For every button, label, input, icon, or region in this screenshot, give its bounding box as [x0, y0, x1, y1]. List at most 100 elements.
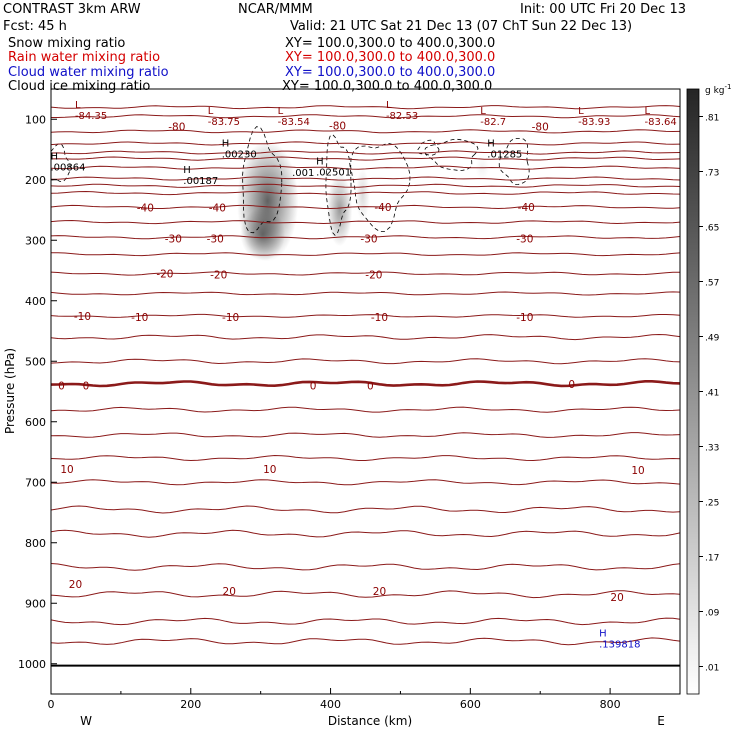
isoline	[51, 637, 680, 646]
extremum-value: -83.75	[208, 117, 240, 128]
init-time: Init: 00 UTC Fri 20 Dec 13	[520, 2, 686, 17]
contour-label: -30	[360, 233, 377, 245]
x-tick-label: 0	[48, 698, 55, 711]
colorbar-label: .49	[705, 334, 720, 344]
snow-cell	[327, 173, 353, 247]
field-cloudwater-name: Cloud water mixing ratio	[8, 65, 169, 80]
snow-cell	[355, 168, 370, 222]
extremum-value: .00187	[183, 176, 218, 187]
isoline	[51, 505, 680, 514]
cloud-ice-contour	[417, 139, 440, 156]
snow-cell	[240, 207, 286, 261]
y-tick-label: 1000	[18, 658, 46, 671]
extremum-value: -82.7	[480, 117, 506, 128]
contour-label: 0	[83, 380, 90, 392]
contour-label: 20	[610, 592, 623, 604]
colorbar-label: .57	[705, 279, 719, 289]
y-tick-label: 100	[25, 113, 46, 126]
contour-label: -10	[516, 312, 533, 324]
contour-label: -80	[168, 122, 185, 134]
extremum-mark: H	[183, 165, 191, 176]
y-tick-label: 500	[25, 355, 46, 368]
isoline	[51, 219, 680, 225]
isotherm-0	[51, 380, 680, 388]
contour-label: -40	[209, 203, 226, 215]
contour-label: 0	[310, 380, 317, 392]
contour-label: -20	[210, 270, 227, 282]
contour-label: -20	[365, 270, 382, 282]
isotherm--80	[51, 129, 680, 134]
cloud-ice-contour	[498, 138, 530, 186]
contour-label: 0	[58, 380, 65, 392]
colorbar	[686, 88, 700, 695]
isotherm-10	[51, 432, 680, 438]
extremum-mark: H	[487, 138, 495, 149]
extremum-value: -83.93	[578, 117, 610, 128]
isoline	[51, 105, 680, 110]
contour-label: -30	[516, 233, 533, 245]
extremum-value: -84.35	[75, 111, 107, 122]
x-tick-label: 200	[180, 698, 201, 711]
contour-label: -10	[74, 311, 91, 323]
field-cloudwater-xy: XY= 100.0,300.0 to 400.0,300.0	[285, 65, 496, 80]
colorbar-label: .73	[705, 169, 719, 179]
isoline	[51, 156, 680, 161]
isotherm-20	[51, 590, 680, 599]
extremum-mark: H	[50, 152, 58, 163]
contour-label: -20	[156, 269, 173, 281]
isotherm--50	[51, 176, 680, 181]
isoline	[51, 454, 680, 462]
y-tick-label: 900	[25, 597, 46, 610]
isotherm--10	[51, 313, 680, 318]
isoline	[51, 252, 680, 257]
isoline	[51, 358, 680, 365]
extremum-value: -82.53	[386, 111, 418, 122]
isoline	[51, 563, 680, 571]
contour-label: 10	[263, 464, 276, 476]
isoline	[51, 291, 680, 296]
contour-label: -40	[374, 202, 391, 214]
field-rain-xy: XY= 100.0,300.0 to 400.0,300.0	[285, 50, 496, 65]
east-label: E	[657, 714, 665, 728]
extremum-mark: L	[578, 106, 584, 117]
field-rain-name: Rain water mixing ratio	[8, 50, 161, 65]
isoline	[51, 479, 680, 486]
contour-label: -10	[131, 312, 148, 324]
x-axis-title: Distance (km)	[328, 714, 412, 728]
colorbar-label: .09	[705, 609, 720, 619]
extremum-mark: H	[599, 628, 607, 639]
contour-label: 10	[60, 464, 73, 476]
colorbar-label: .81	[705, 114, 719, 124]
y-tick-label: 600	[25, 416, 46, 429]
y-axis-title: Pressure (hPa)	[3, 348, 17, 434]
isotherm--70	[51, 150, 680, 155]
isoline	[51, 617, 680, 626]
contour-label: -40	[137, 203, 154, 215]
isoline	[51, 141, 680, 146]
isoline	[51, 114, 680, 119]
isoline	[51, 333, 680, 341]
colorbar-label: .25	[705, 499, 719, 509]
isoline	[51, 190, 680, 196]
cloud-ice-contour	[242, 126, 283, 234]
center-title: NCAR/MMM	[238, 2, 313, 17]
extremum-value: .02501	[316, 167, 351, 178]
extremum-value: .00864	[50, 163, 85, 174]
y-tick-label: 700	[25, 476, 46, 489]
contour-label: 20	[69, 579, 82, 591]
colorbar-label: .17	[705, 554, 719, 564]
contour-label: -40	[518, 202, 535, 214]
isotherm--40	[51, 204, 680, 210]
x-tick-label: 800	[600, 698, 621, 711]
west-label: W	[80, 714, 92, 728]
contour-label: -80	[329, 120, 346, 132]
colorbar-label: .01	[705, 664, 719, 674]
contour-label: -80	[532, 122, 549, 134]
x-tick-label: 600	[460, 698, 481, 711]
contour-label: -30	[165, 233, 182, 245]
colorbar-label: .33	[705, 444, 719, 454]
contour-label: -10	[222, 312, 239, 324]
contour-label: 10	[631, 465, 644, 477]
field-value-label: .001	[292, 168, 314, 179]
y-tick-label: 300	[25, 234, 46, 247]
